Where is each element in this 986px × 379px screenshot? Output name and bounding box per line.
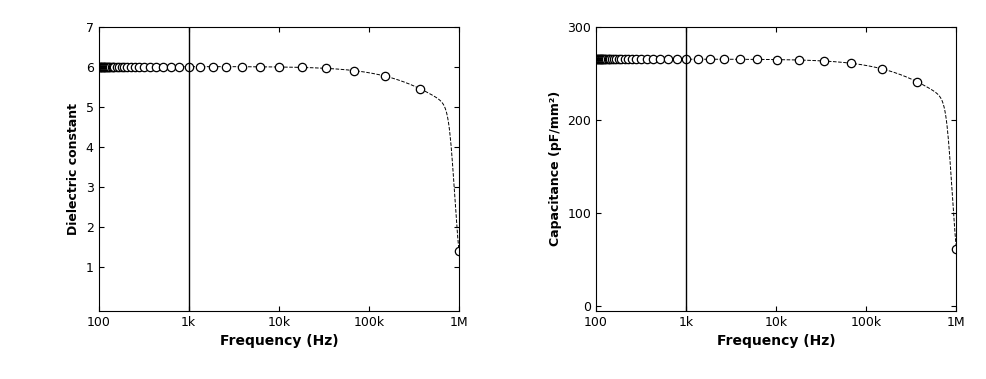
X-axis label: Frequency (Hz): Frequency (Hz) <box>717 334 835 348</box>
X-axis label: Frequency (Hz): Frequency (Hz) <box>220 334 338 348</box>
Y-axis label: Capacitance (pF/mm²): Capacitance (pF/mm²) <box>548 91 562 246</box>
Y-axis label: Dielectric constant: Dielectric constant <box>67 103 80 235</box>
